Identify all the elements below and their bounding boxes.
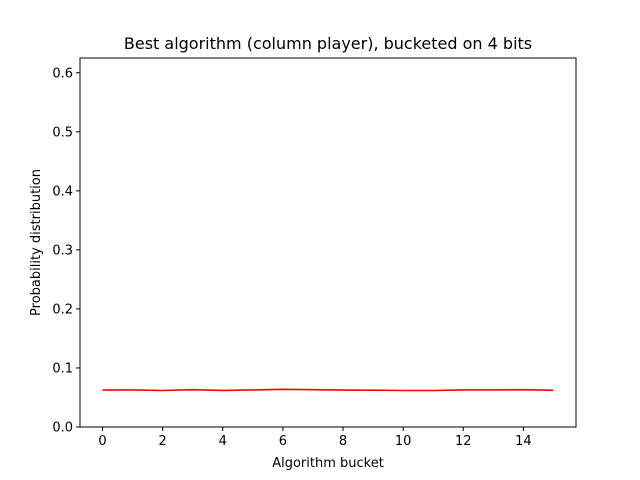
y-axis-label: Probability distribution: [29, 169, 44, 316]
series-layer: [102, 388, 554, 392]
x-tick-label: 14: [515, 434, 532, 449]
y-tick-label: 0.2: [52, 302, 73, 317]
y-tick-label: 0.4: [52, 184, 73, 199]
x-tick-label: 8: [339, 434, 347, 449]
plot-frame: [79, 57, 577, 428]
y-axis-ticks: 0.0 0.1 0.2 0.3 0.4 0.5 0.6: [52, 66, 80, 436]
x-tick-label: 4: [219, 434, 227, 449]
y-tick-label: 0.1: [52, 361, 73, 376]
x-tick-label: 6: [279, 434, 287, 449]
series-line: [102, 388, 554, 392]
y-tick-label: 0.5: [52, 125, 73, 140]
y-tick-label: 0.6: [52, 66, 73, 81]
x-tick-label: 12: [455, 434, 472, 449]
x-tick-label: 10: [395, 434, 412, 449]
x-axis-label: Algorithm bucket: [272, 456, 384, 471]
x-axis-ticks: 0 2 4 6 8 10 12 14: [98, 427, 532, 449]
chart-title: Best algorithm (column player), bucketed…: [124, 34, 532, 53]
x-tick-label: 2: [159, 434, 167, 449]
y-tick-label: 0.3: [52, 243, 73, 258]
x-tick-label: 0: [98, 434, 106, 449]
y-tick-label: 0.0: [52, 421, 73, 436]
